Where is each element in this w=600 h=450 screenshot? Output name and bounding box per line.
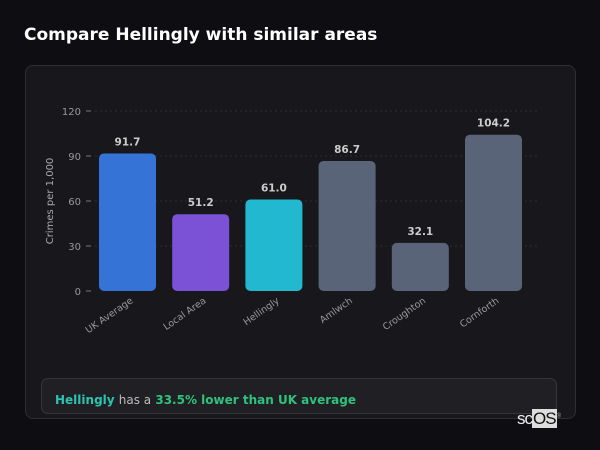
note-comparison: 33.5% lower than UK average <box>155 393 356 407</box>
y-tick-label: 120 <box>62 107 81 118</box>
x-tick-label: Amlwch <box>318 295 355 325</box>
data-label: 86.7 <box>334 144 360 156</box>
x-tick-label: Croughton <box>381 295 428 333</box>
x-tick-label: UK Average <box>84 295 136 336</box>
data-label: 61.0 <box>261 183 287 195</box>
x-tick-label: Cornforth <box>458 295 501 330</box>
comparison-note: Hellingly has a 33.5% lower than UK aver… <box>41 378 557 414</box>
bar-cornforth <box>465 134 522 291</box>
note-text: has a <box>118 393 152 407</box>
bar-amlwch <box>318 160 376 291</box>
bar-croughton <box>391 242 449 291</box>
x-tick-label: Local Area <box>162 295 209 332</box>
scos-logo: scOS® <box>517 409 561 428</box>
y-tick-label: 30 <box>68 242 81 253</box>
page-title: Compare Hellingly with similar areas <box>24 25 378 45</box>
y-tick-label: 0 <box>75 287 81 298</box>
data-label: 32.1 <box>407 226 433 238</box>
y-axis-label: Crimes per 1,000 <box>45 158 56 245</box>
data-label: 51.2 <box>188 197 214 209</box>
data-label: 91.7 <box>115 136 141 148</box>
bar-local-area <box>172 214 230 291</box>
bar-hellingly <box>245 199 303 291</box>
x-tick-label: Hellingly <box>242 295 282 328</box>
y-tick-label: 90 <box>68 152 81 163</box>
note-area: Hellingly <box>55 393 115 407</box>
y-tick-label: 60 <box>68 197 81 208</box>
data-label: 104.2 <box>477 118 510 130</box>
bar-uk-average <box>99 153 156 291</box>
